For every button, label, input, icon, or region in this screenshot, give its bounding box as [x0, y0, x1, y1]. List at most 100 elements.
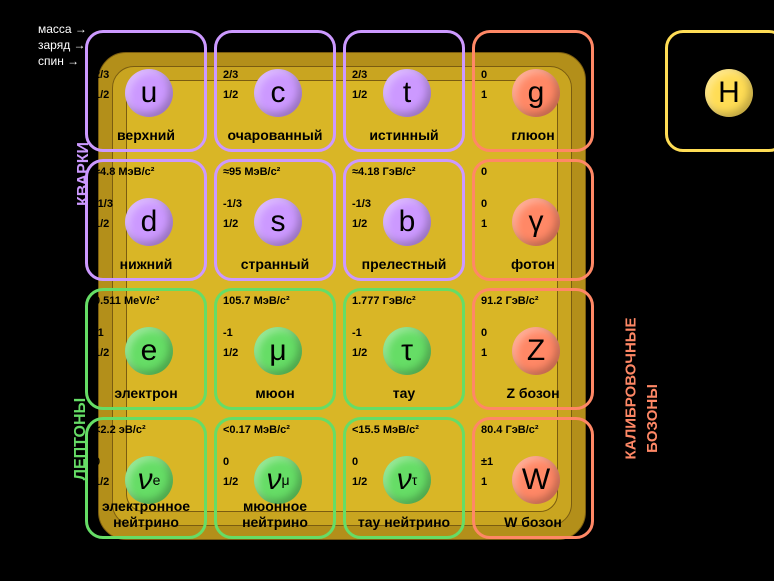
particle-name: прелестный — [346, 256, 462, 272]
particle-name: Z бозон — [475, 385, 591, 401]
particle-name: тау — [346, 385, 462, 401]
spin-value: 1/2 — [223, 218, 238, 230]
charge-value: -1/3 — [223, 198, 242, 210]
mass-value: 0 — [481, 166, 487, 178]
mass-value: 1.777 ГэВ/c² — [352, 295, 416, 307]
standard-model-diagram: u ≈2.3 МэВ/c² 2/3 1/2 верхний c ≈1.275 ГэВ/c² 2… — [0, 0, 774, 581]
particle-w: W80.4 ГэВ/c²±11W бозон — [472, 417, 594, 539]
mass-arrow: масса → — [38, 22, 87, 36]
particle-symbol: d — [125, 198, 173, 246]
spin-value: 1/2 — [223, 476, 238, 488]
particle-name: мюонное нейтрино — [217, 498, 333, 530]
particle-symbol: Z — [512, 327, 560, 375]
particle-symbol: μ — [254, 327, 302, 375]
particle-name: глюон — [475, 127, 591, 143]
mass-value: ≈4.18 ГэВ/c² — [352, 166, 416, 178]
particle-symbol: e — [125, 327, 173, 375]
spin-value: 1 — [481, 218, 487, 230]
quarks-label: КВАРКИ — [75, 142, 93, 206]
mass-value: ≈1.275 ГэВ/c² — [223, 37, 293, 49]
particle-name: W бозон — [475, 514, 591, 530]
particle-name: электронное нейтрино — [88, 498, 204, 530]
particle-b: b≈4.18 ГэВ/c²-1/31/2прелестный — [343, 159, 465, 281]
particle-name: фотон — [475, 256, 591, 272]
particle-name: бозон Хиггса — [668, 127, 774, 143]
spin-arrow: спин → — [38, 54, 79, 68]
spin-value: 1 — [481, 476, 487, 488]
particle-symbol: W — [512, 456, 560, 504]
particle-μ: μ105.7 МэВ/c²-11/2мюон — [214, 288, 336, 410]
spin-value: 1 — [481, 347, 487, 359]
particle-symbol: νe — [125, 456, 173, 504]
particle-name: очарованный — [217, 127, 333, 143]
spin-value: 1/2 — [94, 476, 109, 488]
charge-value: 2/3 — [223, 69, 238, 81]
mass-value: 0 — [481, 37, 487, 49]
mass-value: <15.5 МэВ/c² — [352, 424, 419, 436]
charge-value: 0 — [223, 456, 229, 468]
charge-value: 0 — [481, 198, 487, 210]
particle-symbol: s — [254, 198, 302, 246]
charge-arrow: заряд → — [38, 38, 86, 52]
gauge-bosons-label-1: КАЛИБРОВОЧНЫЕ — [622, 318, 639, 460]
charge-value: -1/3 — [94, 198, 113, 210]
charge-value: 0 — [94, 456, 100, 468]
particle-ντ: ντ <15.5 МэВ/c² 0 1/2 тау нейтрино — [343, 417, 465, 539]
particle-name: мюон — [217, 385, 333, 401]
particle-symbol: τ — [383, 327, 431, 375]
particle-g: g 0 0 1 глюон — [472, 30, 594, 152]
charge-value: 2/3 — [352, 69, 367, 81]
charge-value: 2/3 — [94, 69, 109, 81]
particle-name: странный — [217, 256, 333, 272]
charge-value: -1/3 — [352, 198, 371, 210]
particle-symbol: ντ — [383, 456, 431, 504]
particle-symbol: γ — [512, 198, 560, 246]
mass-value: ≈95 МэВ/c² — [223, 166, 280, 178]
particle-symbol: H — [705, 69, 753, 117]
charge-value: -1 — [94, 327, 104, 339]
charge-value: -1 — [352, 327, 362, 339]
mass-value: ≈126 ГэВ/c² — [674, 37, 735, 49]
mass-value: ≈4.8 МэВ/c² — [94, 166, 154, 178]
charge-value: 0 — [481, 69, 487, 81]
particle-νe: νe <2.2 эВ/c² 0 1/2 электронное нейтрино — [85, 417, 207, 539]
particle-symbol: u — [125, 69, 173, 117]
spin-value: 1/2 — [94, 89, 109, 101]
charge-value: 0 — [352, 456, 358, 468]
particle-symbol: νμ — [254, 456, 302, 504]
particle-u: u ≈2.3 МэВ/c² 2/3 1/2 верхний — [85, 30, 207, 152]
particle-name: верхний — [88, 127, 204, 143]
particle-c: c ≈1.275 ГэВ/c² 2/3 1/2 очарованный — [214, 30, 336, 152]
particle-νμ: νμ <0.17 МэВ/c² 0 1/2 мюонное нейтрино — [214, 417, 336, 539]
mass-value: <2.2 эВ/c² — [94, 424, 146, 436]
charge-value: ±1 — [481, 456, 493, 468]
particle-symbol: t — [383, 69, 431, 117]
mass-value: 105.7 МэВ/c² — [223, 295, 290, 307]
particle-name: электрон — [88, 385, 204, 401]
gauge-bosons-label-2: БОЗОНЫ — [644, 384, 661, 453]
particle-name: нижний — [88, 256, 204, 272]
particle-t: t≈173.07 ГэВ/c²2/31/2истинный — [343, 30, 465, 152]
mass-value: ≈173.07 ГэВ/c² — [352, 37, 428, 49]
spin-value: 1/2 — [94, 218, 109, 230]
mass-value: ≈2.3 МэВ/c² — [94, 37, 154, 49]
charge-value: 0 — [674, 69, 680, 81]
spin-value: 1/2 — [223, 89, 238, 101]
particle-γ: γ 0 0 1 фотон — [472, 159, 594, 281]
spin-value: 1/2 — [223, 347, 238, 359]
mass-value: 91.2 ГэВ/c² — [481, 295, 539, 307]
spin-value: 1 — [481, 89, 487, 101]
spin-value: 1/2 — [352, 89, 367, 101]
particle-d: d ≈4.8 МэВ/c² -1/3 1/2 нижний — [85, 159, 207, 281]
charge-value: 0 — [481, 327, 487, 339]
mass-value: <0.17 МэВ/c² — [223, 424, 290, 436]
particle-τ: τ 1.777 ГэВ/c² -1 1/2 тау — [343, 288, 465, 410]
particle-name: тау нейтрино — [346, 514, 462, 530]
particle-symbol: c — [254, 69, 302, 117]
particle-symbol: g — [512, 69, 560, 117]
particle-e: e0.511 MeV/c²-11/2электрон — [85, 288, 207, 410]
mass-value: 0.511 MeV/c² — [94, 295, 159, 307]
spin-value: 1/2 — [352, 476, 367, 488]
spin-value: 0 — [674, 89, 680, 101]
spin-value: 1/2 — [352, 347, 367, 359]
